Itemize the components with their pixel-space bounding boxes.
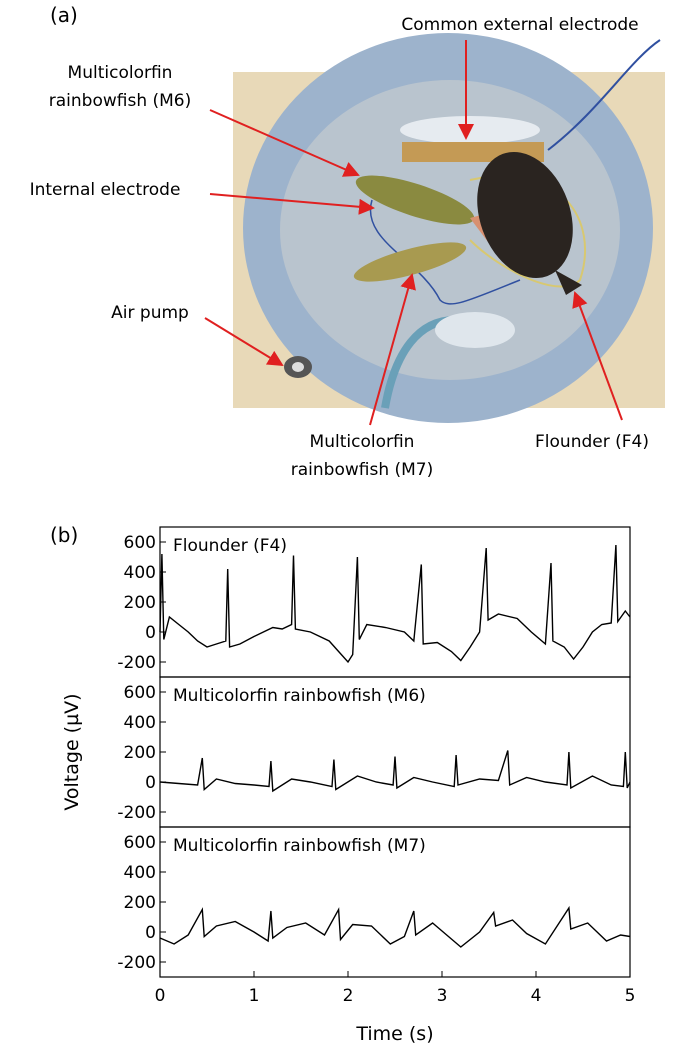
y-tick-label: 600 bbox=[124, 683, 156, 703]
callout: rainbowfish (M7) bbox=[291, 460, 434, 480]
trace-label: Multicolorfin rainbowfish (M6) bbox=[173, 686, 426, 706]
x-tick-label: 5 bbox=[625, 986, 636, 1006]
y-axis-label: Voltage (µV) bbox=[61, 693, 83, 810]
x-tick-label: 1 bbox=[249, 986, 260, 1006]
trace bbox=[159, 544, 631, 664]
x-tick-label: 0 bbox=[155, 986, 166, 1006]
callout: rainbowfish (M6) bbox=[49, 91, 192, 111]
trace-label: Flounder (F4) bbox=[173, 536, 287, 556]
x-tick-label: 4 bbox=[531, 986, 542, 1006]
y-tick-label: -200 bbox=[117, 953, 156, 973]
x-axis-label: Time (s) bbox=[355, 1023, 433, 1045]
callout: Multicolorfin bbox=[68, 63, 173, 83]
y-tick-label: 400 bbox=[124, 563, 156, 583]
y-tick-label: 600 bbox=[124, 833, 156, 853]
photo bbox=[233, 33, 665, 423]
y-tick-label: 400 bbox=[124, 713, 156, 733]
trace bbox=[159, 905, 631, 948]
x-tick-label: 2 bbox=[343, 986, 354, 1006]
y-tick-label: 0 bbox=[145, 623, 156, 643]
trace-label: Multicolorfin rainbowfish (M7) bbox=[173, 836, 426, 856]
x-tick-label: 3 bbox=[437, 986, 448, 1006]
y-tick-label: 200 bbox=[124, 593, 156, 613]
callout-arrows bbox=[204, 40, 623, 426]
callout: Flounder (F4) bbox=[535, 432, 649, 452]
panel-label: (a) bbox=[50, 3, 78, 27]
callout: Internal electrode bbox=[30, 180, 181, 200]
callout: Common external electrode bbox=[401, 15, 638, 35]
callout: Multicolorfin bbox=[310, 432, 415, 452]
panel-label: (b) bbox=[50, 523, 78, 547]
y-tick-label: 400 bbox=[124, 863, 156, 883]
callout: Air pump bbox=[111, 303, 189, 323]
y-tick-label: 600 bbox=[124, 533, 156, 553]
trace bbox=[159, 750, 631, 793]
y-tick-label: 0 bbox=[145, 773, 156, 793]
y-tick-label: 200 bbox=[124, 743, 156, 763]
y-tick-label: -200 bbox=[117, 653, 156, 673]
y-tick-label: 0 bbox=[145, 923, 156, 943]
y-tick-label: 200 bbox=[124, 893, 156, 913]
y-tick-label: -200 bbox=[117, 803, 156, 823]
